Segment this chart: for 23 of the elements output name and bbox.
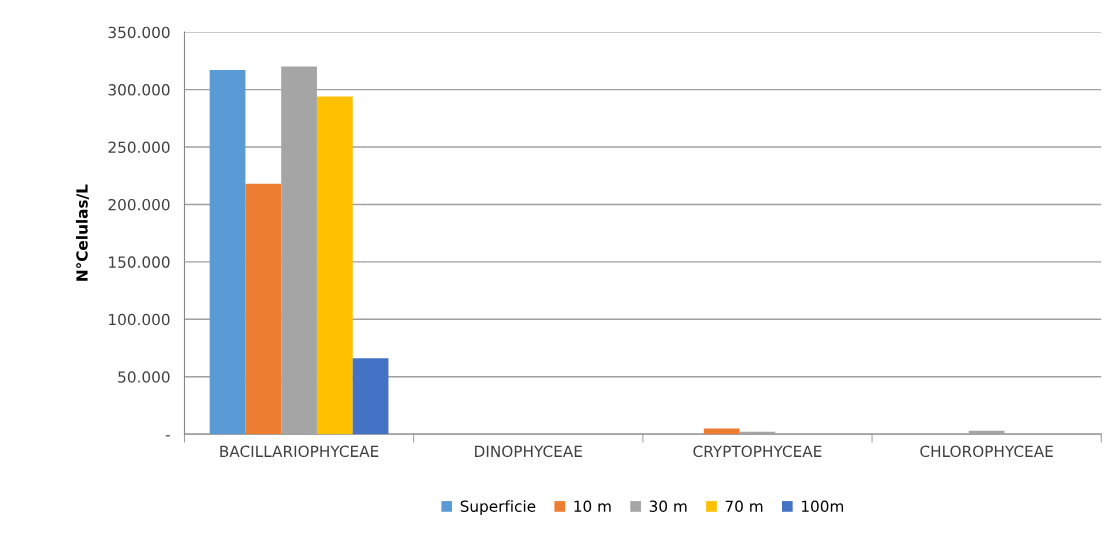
legend-label: 30 m — [649, 500, 687, 512]
bar — [703, 428, 740, 435]
y-tick-label: 50.000 — [118, 371, 170, 383]
bar — [316, 96, 353, 435]
legend-label: 70 m — [725, 500, 763, 512]
legend-label: 100m — [801, 500, 844, 512]
y-tick-label: 100.000 — [109, 313, 170, 326]
y-tick-label: 350.000 — [108, 26, 170, 39]
x-tick-label: CHLOROPHYCEAE — [920, 445, 1053, 458]
legend-label: Superficie — [460, 500, 536, 515]
bar — [352, 358, 389, 435]
x-tick-label: BACILLARIOPHYCEAE — [220, 445, 379, 458]
x-tick-label: DINOPHYCEAE — [475, 445, 582, 458]
bar — [209, 70, 246, 435]
y-tick-label: 150.000 — [109, 256, 170, 268]
x-tick-label: CRYPTOPHYCEAE — [693, 445, 822, 458]
y-tick-label: 250.000 — [108, 141, 170, 154]
legend-label: 10 m — [574, 500, 611, 512]
y-tick-label: - — [165, 435, 170, 437]
y-axis-title: N°Celulas/L — [75, 184, 89, 281]
y-tick-label: 200.000 — [108, 198, 170, 211]
bar — [245, 183, 282, 435]
y-tick-label: 300.000 — [108, 84, 170, 96]
